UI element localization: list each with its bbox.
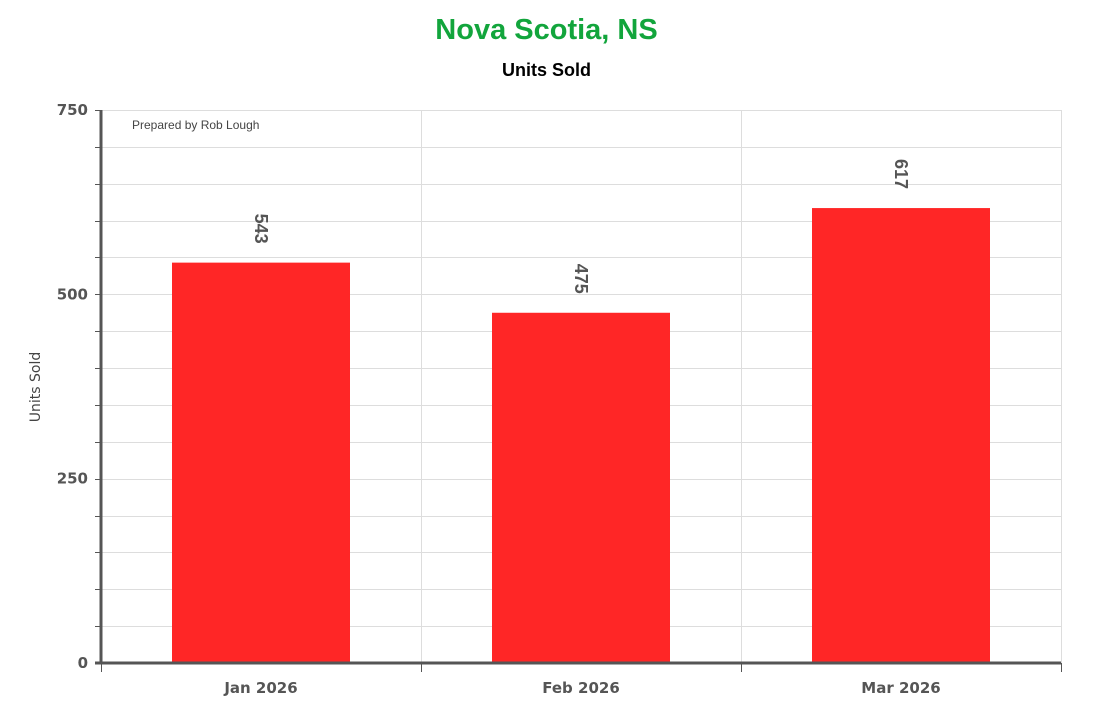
x-tick-label: Jan 2026: [223, 679, 297, 697]
chart-subtitle: Units Sold: [502, 60, 591, 80]
y-tick-label: 0: [78, 654, 88, 672]
x-tick-label: Feb 2026: [542, 679, 620, 697]
data-label: 475: [571, 264, 591, 294]
data-label: 617: [891, 159, 911, 189]
y-tick-label: 250: [57, 470, 88, 488]
bar: [812, 208, 990, 663]
y-tick-label: 750: [57, 101, 88, 119]
data-label: 543: [251, 214, 271, 244]
y-tick-label: 500: [57, 285, 88, 303]
axis-layer: Jan 2026 Feb 2026 Mar 2026 0 250 500 750: [57, 101, 1062, 697]
bar: [172, 262, 350, 663]
y-axis-title: Units Sold: [28, 352, 44, 422]
chart-title: Nova Scotia, NS: [435, 14, 658, 46]
bar-layer: 543 475 617: [172, 159, 990, 663]
bar: [492, 312, 670, 663]
chart-credit: Prepared by Rob Lough: [132, 118, 259, 132]
x-tick-label: Mar 2026: [861, 679, 940, 697]
